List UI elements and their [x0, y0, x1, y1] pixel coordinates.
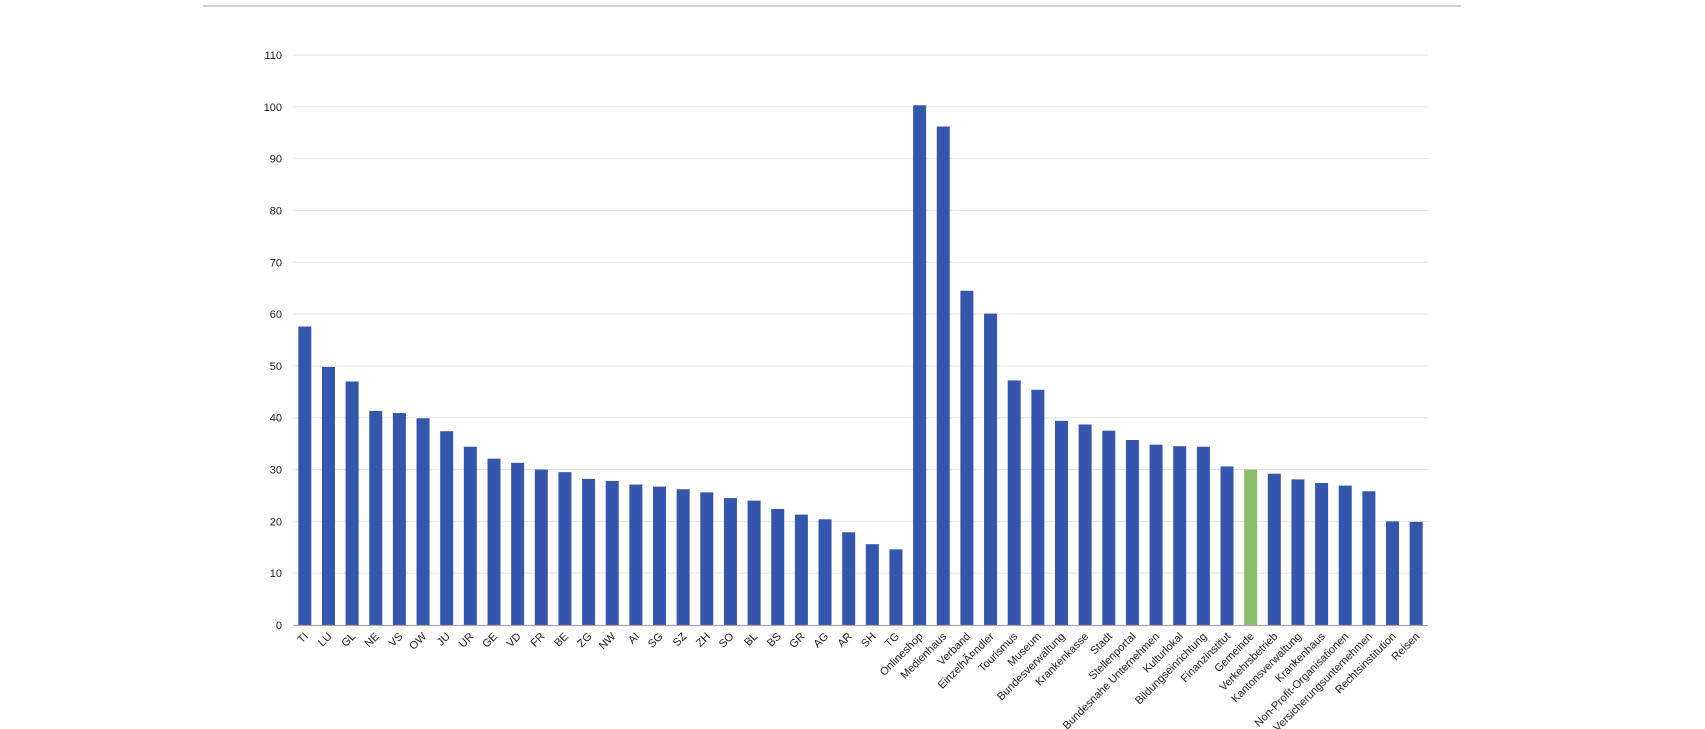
bar-medienhaus — [936, 126, 950, 625]
x-tick-label: GE — [480, 631, 500, 651]
bar-fr — [534, 469, 548, 625]
bar-versicherungsunternehmen — [1362, 491, 1376, 625]
bar-vs — [392, 413, 406, 625]
bar-zh — [700, 492, 714, 625]
bar-bildungseinrichtung — [1196, 446, 1210, 625]
y-tick-label: 20 — [270, 516, 282, 528]
x-tick-label: GR — [787, 631, 807, 651]
y-axis-tick-labels: 0 10 20 30 40 50 60 70 80 90 100 110 — [264, 50, 282, 632]
bar-onlineshop — [913, 105, 927, 626]
bars — [298, 105, 1423, 626]
bar-ge — [487, 458, 501, 625]
x-tick-label: SO — [717, 630, 737, 650]
bar-gl — [345, 381, 359, 625]
x-tick-label: FR — [529, 631, 548, 650]
bar-krankenkasse — [1078, 424, 1092, 625]
bar-bs — [771, 508, 785, 625]
bar-be — [558, 472, 572, 625]
bar-lu — [321, 366, 335, 625]
bar-ur — [463, 446, 477, 625]
bar-bundesverwaltung — [1054, 420, 1068, 625]
x-tick-label: SG — [646, 631, 666, 651]
bar-bundesnahe-unternehmen — [1149, 444, 1163, 625]
bar-tg — [889, 549, 903, 625]
bar-ag — [818, 519, 832, 625]
x-tick-label: BE — [552, 631, 571, 650]
bar-reisen — [1409, 521, 1423, 625]
bar-ow — [416, 418, 430, 625]
bar-vd — [511, 462, 525, 625]
y-tick-label: 100 — [264, 102, 282, 114]
y-tick-label: 90 — [270, 154, 282, 166]
y-tick-label: 10 — [270, 568, 282, 580]
x-tick-label: AI — [626, 631, 642, 647]
x-tick-label: TG — [883, 631, 902, 650]
bar-gemeinde — [1244, 469, 1258, 625]
x-tick-label: NW — [597, 630, 619, 652]
bar-kantonsverwaltung — [1291, 479, 1305, 625]
bar-ne — [369, 410, 383, 625]
x-tick-label: VD — [504, 631, 523, 650]
bar-zg — [582, 478, 596, 625]
y-tick-label: 110 — [264, 50, 282, 62]
bar-ai — [629, 484, 643, 625]
y-tick-label: 30 — [270, 465, 282, 477]
bar-non-profit-organisationen — [1338, 485, 1352, 625]
bar-rechtsinstitution — [1386, 521, 1400, 625]
x-tick-label: BS — [765, 631, 784, 650]
x-tick-label: ZH — [694, 631, 713, 650]
y-tick-label: 60 — [270, 309, 282, 321]
x-tick-label: BL — [742, 631, 760, 649]
bar-ar — [842, 532, 856, 625]
bar-museum — [1031, 389, 1045, 625]
x-tick-label: ZG — [575, 631, 594, 650]
bar-bl — [747, 500, 761, 625]
bar-sg — [653, 486, 667, 625]
y-tick-label: 50 — [270, 361, 282, 373]
x-axis-tick-labels: TI LU GL NE VS OW JU UR GE VD FR BE ZG NW AI SG SZ ZH SO BL… — [296, 630, 1423, 729]
gridlines — [293, 54, 1428, 574]
y-tick-label: 80 — [270, 205, 282, 217]
x-tick-label: VS — [387, 631, 406, 650]
x-tick-label: GL — [339, 631, 358, 650]
x-tick-label: AG — [811, 631, 831, 651]
bar-einzelh-ndler — [984, 313, 998, 625]
x-tick-label: SH — [859, 631, 878, 650]
x-tick-label: JU — [435, 631, 453, 649]
bar-finanzinstitut — [1220, 466, 1234, 625]
bar-ti — [298, 326, 312, 625]
bar-stellenportal — [1125, 440, 1139, 625]
bar-sh — [865, 544, 879, 625]
bar-kulturlokal — [1173, 446, 1187, 625]
bar-gr — [794, 514, 808, 625]
x-tick-label: TI — [296, 631, 311, 646]
x-tick-label: NE — [363, 631, 382, 650]
x-tick-label: UR — [457, 631, 477, 651]
bar-verband — [960, 290, 974, 625]
bar-verkehrsbetrieb — [1267, 473, 1281, 625]
bar-stadt — [1102, 430, 1116, 625]
x-tick-label: OW — [407, 630, 429, 652]
bar-sz — [676, 489, 690, 625]
x-tick-label: LU — [316, 631, 334, 649]
y-tick-label: 40 — [270, 413, 282, 425]
x-tick-label: SZ — [671, 630, 690, 649]
x-tick-label: AR — [836, 631, 855, 650]
bar-nw — [605, 480, 619, 625]
bar-ju — [440, 431, 454, 625]
bar-tourismus — [1007, 380, 1021, 625]
bar-krankenhaus — [1315, 483, 1329, 625]
y-tick-label: 70 — [270, 257, 282, 269]
y-tick-label: 0 — [276, 620, 282, 632]
bar-so — [723, 498, 737, 625]
top-divider-line — [203, 5, 1461, 7]
